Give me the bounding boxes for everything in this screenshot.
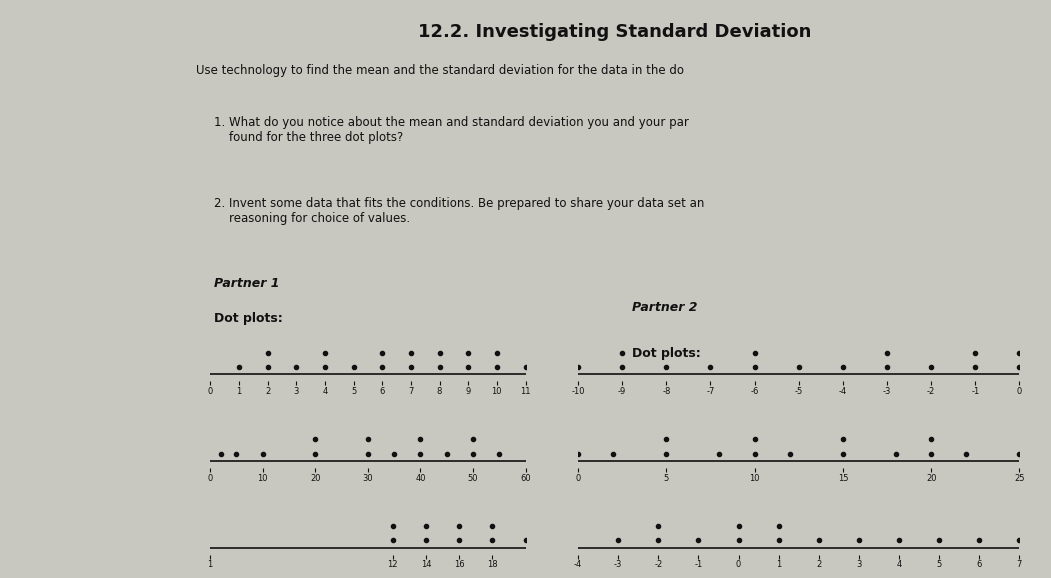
Text: Partner 1: Partner 1 [213,277,280,290]
Text: Dot plots:: Dot plots: [633,347,701,360]
Text: 2. Invent some data that fits the conditions. Be prepared to share your data set: 2. Invent some data that fits the condit… [213,197,704,224]
Text: Dot plots:: Dot plots: [213,312,283,325]
Text: Use technology to find the mean and the standard deviation for the data in the d: Use technology to find the mean and the … [197,64,684,76]
Text: 12.2. Investigating Standard Deviation: 12.2. Investigating Standard Deviation [418,23,811,41]
Text: 1. What do you notice about the mean and standard deviation you and your par
   : 1. What do you notice about the mean and… [213,116,688,143]
Text: Partner 2: Partner 2 [633,301,698,313]
